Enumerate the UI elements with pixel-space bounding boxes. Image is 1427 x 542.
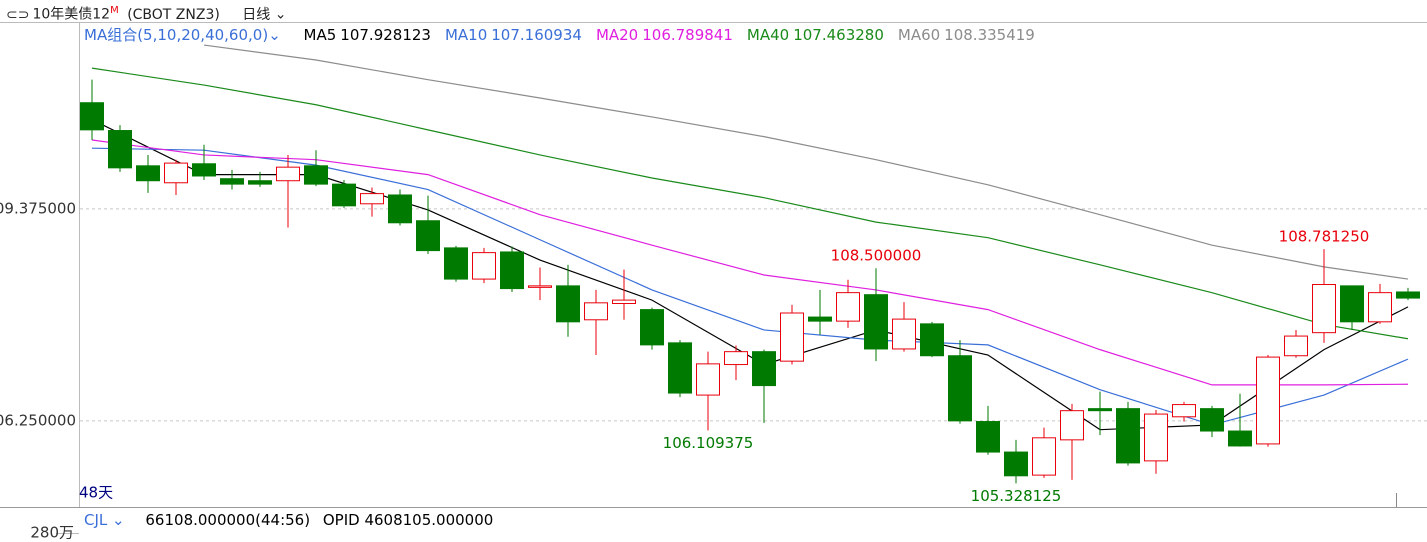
candle-body bbox=[1340, 285, 1364, 323]
legend-name: MA10 bbox=[444, 26, 488, 44]
candle-body bbox=[920, 323, 944, 357]
ma-line bbox=[91, 147, 1409, 426]
candle-body bbox=[1256, 356, 1280, 445]
y-tick-label: 109.375000 bbox=[0, 199, 76, 217]
legend-value: 107.160934 bbox=[491, 26, 582, 44]
extreme-label: 106.109375 bbox=[663, 434, 754, 452]
legend-name: MA5 bbox=[303, 26, 337, 44]
candle-body bbox=[1368, 292, 1392, 323]
candle-body bbox=[640, 309, 664, 346]
candle-body bbox=[416, 220, 440, 252]
candle-body bbox=[1228, 430, 1252, 447]
candle-body bbox=[276, 166, 300, 182]
symbol-code: (CBOT ZNZ3) bbox=[127, 6, 220, 23]
candle-body bbox=[332, 183, 356, 207]
indicator-chevron[interactable]: ⌄ bbox=[268, 26, 281, 44]
candle-body bbox=[1284, 335, 1308, 357]
candle-body bbox=[1032, 437, 1056, 476]
legend-value: 106.789841 bbox=[642, 26, 733, 44]
candle-body bbox=[360, 193, 384, 205]
candle-body bbox=[1144, 413, 1168, 462]
candle-body bbox=[668, 342, 692, 394]
ma-line bbox=[91, 67, 1409, 340]
candle-body bbox=[948, 355, 972, 422]
candle-body bbox=[584, 302, 608, 321]
legend-name: MA40 bbox=[746, 26, 790, 44]
candle-body bbox=[696, 363, 720, 396]
ma-line bbox=[91, 119, 1409, 431]
candle-body bbox=[1088, 408, 1112, 412]
candle-body bbox=[864, 294, 888, 350]
candle-body bbox=[220, 178, 244, 185]
candle-body bbox=[612, 299, 636, 305]
period-chevron[interactable]: ⌄ bbox=[270, 6, 287, 23]
candle-body bbox=[1004, 451, 1028, 477]
candle-body bbox=[1060, 410, 1084, 441]
candle-body bbox=[108, 130, 132, 169]
volume-indicator[interactable]: CJL bbox=[84, 511, 108, 529]
legend-name: MA20 bbox=[595, 26, 639, 44]
candle-body bbox=[248, 180, 272, 185]
symbol-mark: M bbox=[110, 5, 119, 16]
indicator-select[interactable]: MA组合(5,10,20,40,60,0) bbox=[84, 26, 269, 44]
period-select[interactable]: 日线 bbox=[242, 6, 271, 23]
legend-value: 107.463280 bbox=[793, 26, 884, 44]
candle-body bbox=[808, 316, 832, 322]
days-label: 48天 bbox=[79, 484, 113, 502]
symbol[interactable]: 10年美债12 bbox=[32, 6, 111, 23]
candle-body bbox=[1172, 404, 1196, 418]
legend-value: 108.335419 bbox=[944, 26, 1035, 44]
candle-body bbox=[164, 162, 188, 184]
extreme-label: 105.328125 bbox=[971, 487, 1062, 505]
legend-name: MA60 bbox=[897, 26, 941, 44]
legend-value: 107.928123 bbox=[340, 26, 431, 44]
candle-body bbox=[1396, 291, 1420, 299]
opid-label: OPID bbox=[322, 511, 360, 529]
candle-body bbox=[556, 285, 580, 323]
candle-body bbox=[304, 165, 328, 185]
candle-body bbox=[976, 421, 1000, 453]
indicator-header: MA组合(5,10,20,40,60,0)⌄ MA5 107.928123 MA10… bbox=[84, 25, 1049, 45]
toolbar: ⊂⊃ 10年美债12M (CBOT ZNZ3) 日线 ⌄ bbox=[0, 0, 1427, 23]
y-tick-label: 106.250000 bbox=[0, 411, 76, 429]
candle-body bbox=[80, 102, 104, 131]
link-icon[interactable]: ⊂⊃ bbox=[6, 6, 30, 23]
candle-body bbox=[500, 251, 524, 290]
ma-line bbox=[203, 44, 1409, 280]
candle-body bbox=[724, 351, 748, 366]
volume-y-tick: 280万 bbox=[30, 524, 74, 542]
volume-chevron[interactable]: ⌄ bbox=[107, 511, 125, 529]
candle-body bbox=[1312, 284, 1336, 334]
extreme-label: 108.781250 bbox=[1279, 228, 1370, 246]
candle-body bbox=[752, 351, 776, 387]
candle-body bbox=[1116, 408, 1140, 464]
candle-body bbox=[444, 247, 468, 280]
candle-body bbox=[192, 163, 216, 177]
candle-body bbox=[472, 252, 496, 280]
volume-value: 66108.000000(44:56) bbox=[145, 511, 311, 529]
candle-body bbox=[836, 292, 860, 322]
candle-body bbox=[528, 285, 552, 288]
candle-body bbox=[780, 312, 804, 362]
candle-body bbox=[1200, 408, 1224, 432]
candle-body bbox=[388, 194, 412, 224]
opid-value: 4608105.000000 bbox=[364, 511, 494, 529]
volume-header: CJL ⌄ 66108.000000(44:56) OPID 4608105.0… bbox=[84, 510, 493, 530]
candle-body bbox=[136, 165, 160, 182]
candle-body bbox=[892, 318, 916, 350]
extreme-label: 108.500000 bbox=[831, 247, 922, 265]
